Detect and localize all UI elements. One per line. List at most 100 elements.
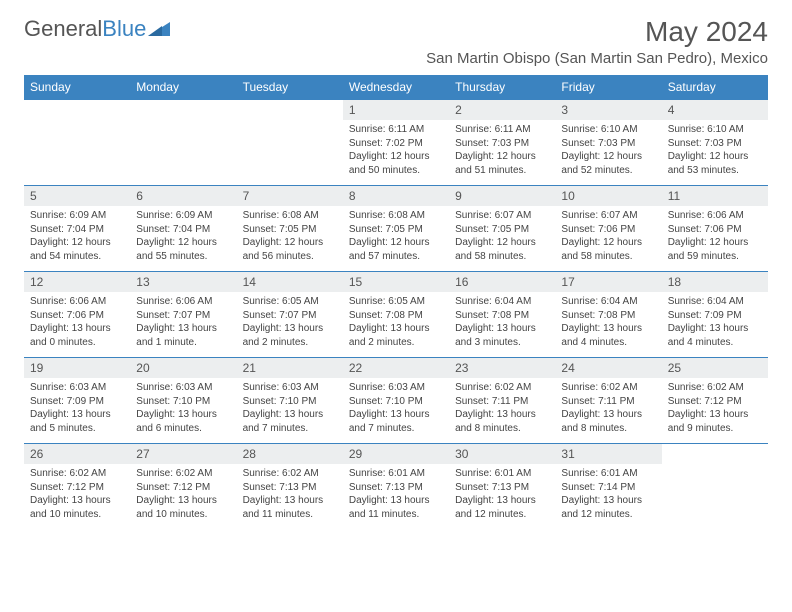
day-data: Sunrise: 6:04 AMSunset: 7:09 PMDaylight:…: [662, 292, 768, 353]
day-data: Sunrise: 6:08 AMSunset: 7:05 PMDaylight:…: [237, 206, 343, 267]
day-data: Sunrise: 6:05 AMSunset: 7:07 PMDaylight:…: [237, 292, 343, 353]
day-header-row: SundayMondayTuesdayWednesdayThursdayFrid…: [24, 75, 768, 100]
day-number: 30: [449, 444, 555, 464]
calendar-cell: 12Sunrise: 6:06 AMSunset: 7:06 PMDayligh…: [24, 272, 130, 358]
day-number: 14: [237, 272, 343, 292]
calendar-row: 1Sunrise: 6:11 AMSunset: 7:02 PMDaylight…: [24, 100, 768, 186]
day-data: Sunrise: 6:04 AMSunset: 7:08 PMDaylight:…: [449, 292, 555, 353]
day-data: Sunrise: 6:03 AMSunset: 7:09 PMDaylight:…: [24, 378, 130, 439]
calendar-cell: 22Sunrise: 6:03 AMSunset: 7:10 PMDayligh…: [343, 358, 449, 444]
calendar-cell: 19Sunrise: 6:03 AMSunset: 7:09 PMDayligh…: [24, 358, 130, 444]
day-number: 3: [555, 100, 661, 120]
day-header: Monday: [130, 75, 236, 100]
calendar-cell: 23Sunrise: 6:02 AMSunset: 7:11 PMDayligh…: [449, 358, 555, 444]
calendar-row: 26Sunrise: 6:02 AMSunset: 7:12 PMDayligh…: [24, 444, 768, 530]
day-data: Sunrise: 6:10 AMSunset: 7:03 PMDaylight:…: [555, 120, 661, 181]
calendar-cell: 26Sunrise: 6:02 AMSunset: 7:12 PMDayligh…: [24, 444, 130, 530]
calendar-cell: 10Sunrise: 6:07 AMSunset: 7:06 PMDayligh…: [555, 186, 661, 272]
day-number: 22: [343, 358, 449, 378]
calendar-cell: 25Sunrise: 6:02 AMSunset: 7:12 PMDayligh…: [662, 358, 768, 444]
day-number: 7: [237, 186, 343, 206]
calendar-cell: [24, 100, 130, 186]
logo-text-blue: Blue: [102, 16, 146, 42]
day-data: Sunrise: 6:01 AMSunset: 7:14 PMDaylight:…: [555, 464, 661, 525]
month-title: May 2024: [426, 16, 768, 48]
day-number: 9: [449, 186, 555, 206]
calendar-cell: 8Sunrise: 6:08 AMSunset: 7:05 PMDaylight…: [343, 186, 449, 272]
day-data: Sunrise: 6:06 AMSunset: 7:06 PMDaylight:…: [24, 292, 130, 353]
calendar-table: SundayMondayTuesdayWednesdayThursdayFrid…: [24, 75, 768, 530]
calendar-cell: 24Sunrise: 6:02 AMSunset: 7:11 PMDayligh…: [555, 358, 661, 444]
day-number: 13: [130, 272, 236, 292]
day-number: 17: [555, 272, 661, 292]
calendar-cell: 5Sunrise: 6:09 AMSunset: 7:04 PMDaylight…: [24, 186, 130, 272]
day-data: Sunrise: 6:09 AMSunset: 7:04 PMDaylight:…: [130, 206, 236, 267]
day-number: 2: [449, 100, 555, 120]
calendar-cell: 1Sunrise: 6:11 AMSunset: 7:02 PMDaylight…: [343, 100, 449, 186]
logo-text-gray: General: [24, 16, 102, 42]
day-header: Sunday: [24, 75, 130, 100]
calendar-cell: 27Sunrise: 6:02 AMSunset: 7:12 PMDayligh…: [130, 444, 236, 530]
calendar-cell: [130, 100, 236, 186]
day-header: Wednesday: [343, 75, 449, 100]
day-number: 31: [555, 444, 661, 464]
calendar-cell: 31Sunrise: 6:01 AMSunset: 7:14 PMDayligh…: [555, 444, 661, 530]
day-number: 18: [662, 272, 768, 292]
day-data: Sunrise: 6:07 AMSunset: 7:06 PMDaylight:…: [555, 206, 661, 267]
day-data: Sunrise: 6:02 AMSunset: 7:12 PMDaylight:…: [662, 378, 768, 439]
day-data: Sunrise: 6:03 AMSunset: 7:10 PMDaylight:…: [130, 378, 236, 439]
logo: GeneralBlue: [24, 16, 170, 42]
day-data: Sunrise: 6:06 AMSunset: 7:06 PMDaylight:…: [662, 206, 768, 267]
day-data: Sunrise: 6:02 AMSunset: 7:12 PMDaylight:…: [130, 464, 236, 525]
location: San Martin Obispo (San Martin San Pedro)…: [426, 50, 768, 67]
calendar-cell: 28Sunrise: 6:02 AMSunset: 7:13 PMDayligh…: [237, 444, 343, 530]
day-header: Saturday: [662, 75, 768, 100]
day-data: Sunrise: 6:03 AMSunset: 7:10 PMDaylight:…: [237, 378, 343, 439]
day-number: 12: [24, 272, 130, 292]
day-number: 11: [662, 186, 768, 206]
logo-triangle-icon: [148, 16, 170, 42]
calendar-cell: 14Sunrise: 6:05 AMSunset: 7:07 PMDayligh…: [237, 272, 343, 358]
day-number: 24: [555, 358, 661, 378]
day-data: Sunrise: 6:02 AMSunset: 7:12 PMDaylight:…: [24, 464, 130, 525]
calendar-page: GeneralBlue May 2024 San Martin Obispo (…: [0, 0, 792, 546]
day-data: Sunrise: 6:08 AMSunset: 7:05 PMDaylight:…: [343, 206, 449, 267]
calendar-cell: 30Sunrise: 6:01 AMSunset: 7:13 PMDayligh…: [449, 444, 555, 530]
calendar-cell: 6Sunrise: 6:09 AMSunset: 7:04 PMDaylight…: [130, 186, 236, 272]
day-number: 20: [130, 358, 236, 378]
day-number: 10: [555, 186, 661, 206]
calendar-cell: 20Sunrise: 6:03 AMSunset: 7:10 PMDayligh…: [130, 358, 236, 444]
day-data: Sunrise: 6:03 AMSunset: 7:10 PMDaylight:…: [343, 378, 449, 439]
calendar-cell: 13Sunrise: 6:06 AMSunset: 7:07 PMDayligh…: [130, 272, 236, 358]
calendar-cell: [662, 444, 768, 530]
calendar-cell: 17Sunrise: 6:04 AMSunset: 7:08 PMDayligh…: [555, 272, 661, 358]
day-number: 19: [24, 358, 130, 378]
day-header: Thursday: [449, 75, 555, 100]
day-number: 1: [343, 100, 449, 120]
calendar-cell: 11Sunrise: 6:06 AMSunset: 7:06 PMDayligh…: [662, 186, 768, 272]
day-number: 29: [343, 444, 449, 464]
day-number: 15: [343, 272, 449, 292]
day-number: 26: [24, 444, 130, 464]
day-data: Sunrise: 6:01 AMSunset: 7:13 PMDaylight:…: [449, 464, 555, 525]
day-number: 16: [449, 272, 555, 292]
day-data: Sunrise: 6:05 AMSunset: 7:08 PMDaylight:…: [343, 292, 449, 353]
day-number: 25: [662, 358, 768, 378]
calendar-cell: 9Sunrise: 6:07 AMSunset: 7:05 PMDaylight…: [449, 186, 555, 272]
day-data: Sunrise: 6:02 AMSunset: 7:13 PMDaylight:…: [237, 464, 343, 525]
day-data: Sunrise: 6:10 AMSunset: 7:03 PMDaylight:…: [662, 120, 768, 181]
calendar-cell: 16Sunrise: 6:04 AMSunset: 7:08 PMDayligh…: [449, 272, 555, 358]
calendar-cell: 18Sunrise: 6:04 AMSunset: 7:09 PMDayligh…: [662, 272, 768, 358]
calendar-cell: 3Sunrise: 6:10 AMSunset: 7:03 PMDaylight…: [555, 100, 661, 186]
calendar-cell: 15Sunrise: 6:05 AMSunset: 7:08 PMDayligh…: [343, 272, 449, 358]
calendar-row: 5Sunrise: 6:09 AMSunset: 7:04 PMDaylight…: [24, 186, 768, 272]
day-data: Sunrise: 6:09 AMSunset: 7:04 PMDaylight:…: [24, 206, 130, 267]
day-number: 21: [237, 358, 343, 378]
day-data: Sunrise: 6:07 AMSunset: 7:05 PMDaylight:…: [449, 206, 555, 267]
day-data: Sunrise: 6:11 AMSunset: 7:03 PMDaylight:…: [449, 120, 555, 181]
day-number: 8: [343, 186, 449, 206]
day-data: Sunrise: 6:02 AMSunset: 7:11 PMDaylight:…: [555, 378, 661, 439]
calendar-cell: 7Sunrise: 6:08 AMSunset: 7:05 PMDaylight…: [237, 186, 343, 272]
day-header: Tuesday: [237, 75, 343, 100]
day-number: 5: [24, 186, 130, 206]
